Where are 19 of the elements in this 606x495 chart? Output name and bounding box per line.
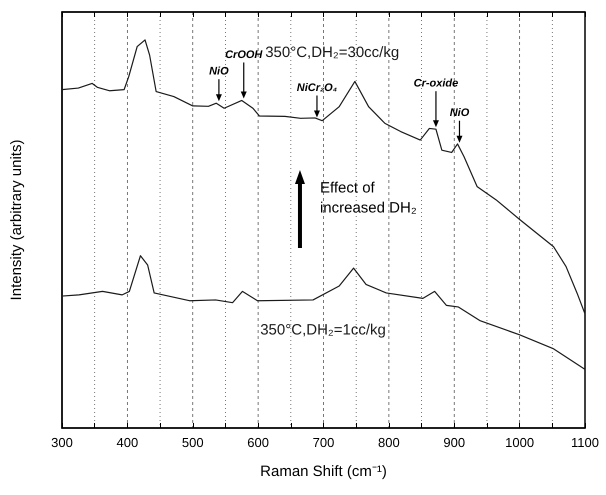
x-tick-label: 300 [51,435,73,450]
annotation: CrOOH [225,48,264,61]
annotation: Cr-oxide [414,78,458,90]
x-tick-label: 700 [312,435,334,450]
x-tick-label: 1000 [505,435,534,450]
x-axis-title: Raman Shift (cm⁻¹) [260,463,387,480]
x-tick-label: 600 [247,435,269,450]
annotation: NiO [450,107,470,120]
x-tick-label: 900 [443,435,466,450]
x-tick-label: 400 [116,435,138,450]
x-tick-label: 800 [378,435,400,450]
series-label: 350°C,DH₂=1cc/kg [260,321,386,338]
annotation: Effect of increased DH₂ [320,180,417,216]
y-axis-title: Intensity (arbitrary units) [8,140,25,300]
text: 350°C,DH₂=30cc/kg [265,44,400,62]
x-tick-label: 500 [182,435,204,450]
annotation: NiCr₂O₄ [296,82,338,94]
annotation: NiO [209,66,230,78]
x-tick-label: 1100 [571,435,599,450]
